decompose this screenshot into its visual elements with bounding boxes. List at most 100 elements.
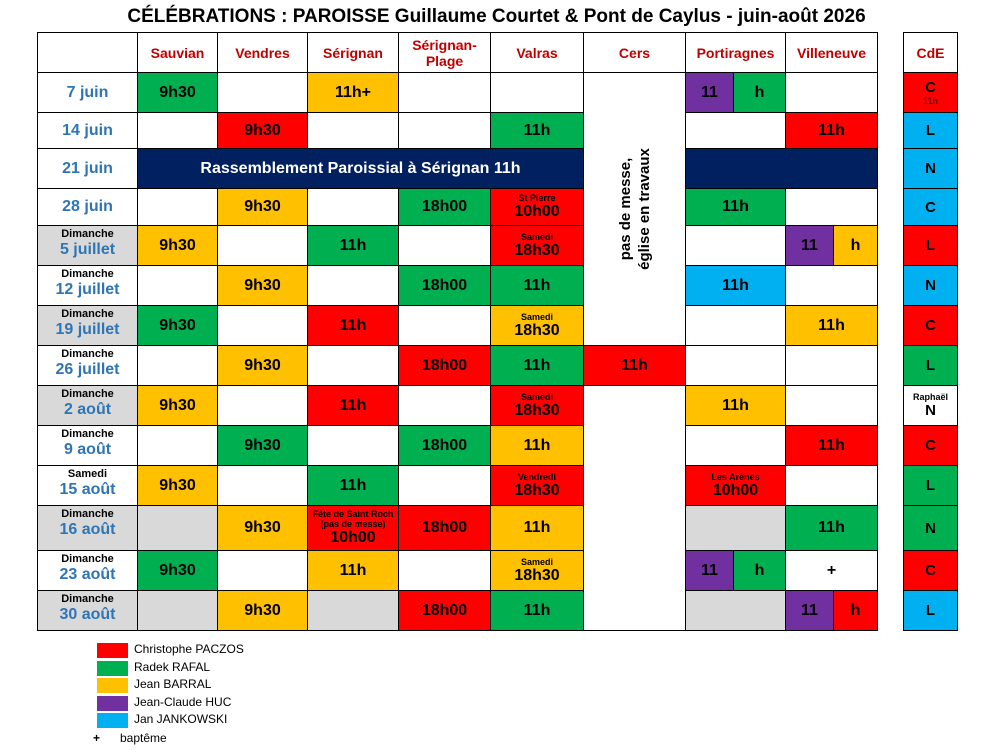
column-header: Valras bbox=[490, 32, 584, 73]
date-cell: Dimanche 23 août bbox=[37, 550, 138, 591]
legend-label: Jean-Claude HUC bbox=[134, 694, 232, 709]
cell-text: 9h30 bbox=[159, 476, 196, 494]
cell-text: 10h00 bbox=[514, 203, 560, 220]
cell bbox=[785, 265, 878, 306]
date-cell: Dimanche 2 août bbox=[37, 385, 138, 426]
cers-note: pas de messe, église en travaux bbox=[616, 148, 654, 270]
cell bbox=[398, 385, 491, 426]
column-label: CdE bbox=[916, 44, 945, 61]
date: 12 juillet bbox=[55, 281, 120, 298]
cell bbox=[785, 465, 878, 506]
cell-text: 11h bbox=[818, 436, 845, 454]
date-day: Samedi bbox=[67, 468, 108, 480]
cell-text: 11h bbox=[818, 316, 845, 334]
cell: 11h bbox=[490, 425, 584, 466]
cell bbox=[785, 188, 878, 226]
cell-part: 11 bbox=[785, 590, 834, 631]
cell: 18h00 bbox=[398, 505, 491, 551]
cde-text: L bbox=[925, 602, 936, 619]
cell: 11h bbox=[583, 345, 686, 386]
cell-text: h bbox=[754, 83, 765, 101]
banner: Rassemblement Paroissial à Sérignan 11h bbox=[137, 148, 584, 189]
cde-cell: L bbox=[903, 345, 958, 386]
legend-label: Jan JANKOWSKI bbox=[134, 712, 228, 726]
cell: Samedi 18h30 bbox=[490, 225, 584, 266]
cell: Samedi 18h30 bbox=[490, 550, 584, 591]
cde-cell: L bbox=[903, 112, 958, 149]
cell-text: 11h bbox=[339, 236, 367, 254]
legend-swatch bbox=[97, 678, 128, 693]
date: 30 août bbox=[59, 606, 116, 623]
cell-part: 11 bbox=[785, 225, 834, 266]
cell-text: 11h bbox=[818, 121, 845, 139]
date-cell: 28 juin bbox=[37, 188, 138, 226]
cde-text: L bbox=[925, 477, 936, 494]
cers-note-line: église en travaux bbox=[635, 148, 653, 270]
cell: 11h bbox=[785, 112, 878, 149]
cell-text: 11 bbox=[801, 236, 818, 254]
cell bbox=[137, 188, 218, 226]
cde-text: N bbox=[925, 160, 936, 177]
cell: 11h bbox=[785, 505, 878, 551]
cell-text: 11h bbox=[523, 601, 551, 619]
cell-text: 11h bbox=[621, 356, 648, 374]
cell: Vendredi 18h30 bbox=[490, 465, 584, 506]
cell: 9h30 bbox=[217, 188, 308, 226]
legend-swatch bbox=[97, 643, 128, 658]
cell bbox=[307, 112, 399, 149]
cell: 18h00 bbox=[398, 188, 491, 226]
cell-text: 11h bbox=[339, 316, 367, 334]
cell bbox=[307, 265, 399, 306]
cde-cell: N bbox=[903, 505, 958, 551]
cell: Les Arènes 10h00 bbox=[685, 465, 786, 506]
cell bbox=[398, 305, 491, 346]
cell bbox=[685, 225, 786, 266]
title: CÉLÉBRATIONS : PAROISSE Guillaume Courte… bbox=[127, 6, 866, 27]
cell-text: 9h30 bbox=[159, 236, 196, 254]
cde-text: C bbox=[925, 437, 936, 454]
cell bbox=[685, 590, 786, 631]
legend-swatch bbox=[97, 660, 128, 676]
cell bbox=[307, 425, 399, 466]
cell-text: 9h30 bbox=[244, 198, 281, 215]
cde-cell: N bbox=[903, 148, 958, 189]
cell-text: 10h00 bbox=[712, 481, 759, 499]
cell-text: 11h+ bbox=[334, 83, 372, 101]
cell: 11h bbox=[307, 550, 399, 591]
cell-text: 18h00 bbox=[421, 601, 468, 619]
cell-text: 9h30 bbox=[244, 601, 281, 619]
cell bbox=[137, 425, 218, 466]
column-label: Valras bbox=[516, 44, 558, 61]
cell-text: 11 bbox=[801, 601, 818, 619]
cell-note: Samedi bbox=[520, 391, 553, 402]
cell bbox=[217, 72, 308, 113]
legend-label: Jean BARRAL bbox=[134, 677, 212, 691]
cell-part: h bbox=[833, 225, 878, 266]
cde-cell: L bbox=[903, 225, 958, 266]
cell bbox=[217, 465, 308, 506]
cell-text: 18h00 bbox=[421, 198, 468, 215]
cell-part: 11 bbox=[685, 72, 734, 113]
date-day: Dimanche bbox=[61, 553, 114, 565]
cell-text: 11h bbox=[722, 276, 749, 294]
cde-sub: 11h bbox=[922, 96, 938, 106]
cell-text: 18h00 bbox=[421, 276, 468, 294]
cell-text: 18h30 bbox=[514, 566, 560, 584]
cell: 18h00 bbox=[398, 265, 491, 306]
cell-text: 11h bbox=[523, 121, 551, 139]
cell: Samedi 18h30 bbox=[490, 385, 584, 426]
date-cell: Dimanche 16 août bbox=[37, 505, 138, 551]
date-day: Dimanche bbox=[61, 228, 114, 240]
cell-text: 9h30 bbox=[244, 276, 281, 294]
cell bbox=[137, 265, 218, 306]
date-cell: Dimanche 26 juillet bbox=[37, 345, 138, 386]
cell-text: 11h bbox=[339, 396, 367, 414]
cde-text: N bbox=[925, 277, 936, 294]
banner bbox=[685, 148, 878, 189]
legend-swatch bbox=[97, 695, 128, 711]
legend-label: Radek RAFAL bbox=[134, 659, 211, 674]
cell-note: Les Arènes bbox=[711, 471, 760, 482]
cell-part: h bbox=[733, 72, 786, 113]
legend-label: Christophe PACZOS bbox=[134, 642, 244, 656]
